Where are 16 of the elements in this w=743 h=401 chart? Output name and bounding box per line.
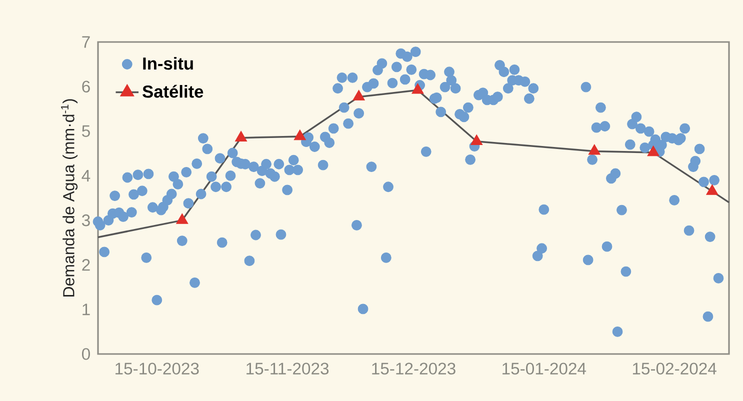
x-tick-label: 15-10-2023 xyxy=(116,362,199,375)
x-tick-label: 15-12-2023 xyxy=(372,362,456,375)
legend-label: Satélite xyxy=(142,84,204,98)
y-tick-label: 0 xyxy=(82,348,90,360)
x-tick-label: 15-01-2024 xyxy=(502,362,586,375)
y-axis-title: Demanda de Agua (mm·d$^{-1}$) xyxy=(61,99,78,296)
y-tick-label: 4 xyxy=(82,170,90,182)
y-tick-label: 6 xyxy=(82,80,90,92)
x-tick-label: 15-11-2023 xyxy=(246,362,329,375)
y-tick-label: 1 xyxy=(82,304,90,316)
legend-label: In-situ xyxy=(143,56,193,70)
y-tick-label: 5 xyxy=(82,125,90,137)
y-tick-label: 2 xyxy=(82,259,90,271)
x-tick-label: 15-02-2024 xyxy=(632,362,716,375)
y-tick-label: 7 xyxy=(82,36,90,48)
y-tick-label: 3 xyxy=(82,214,90,226)
